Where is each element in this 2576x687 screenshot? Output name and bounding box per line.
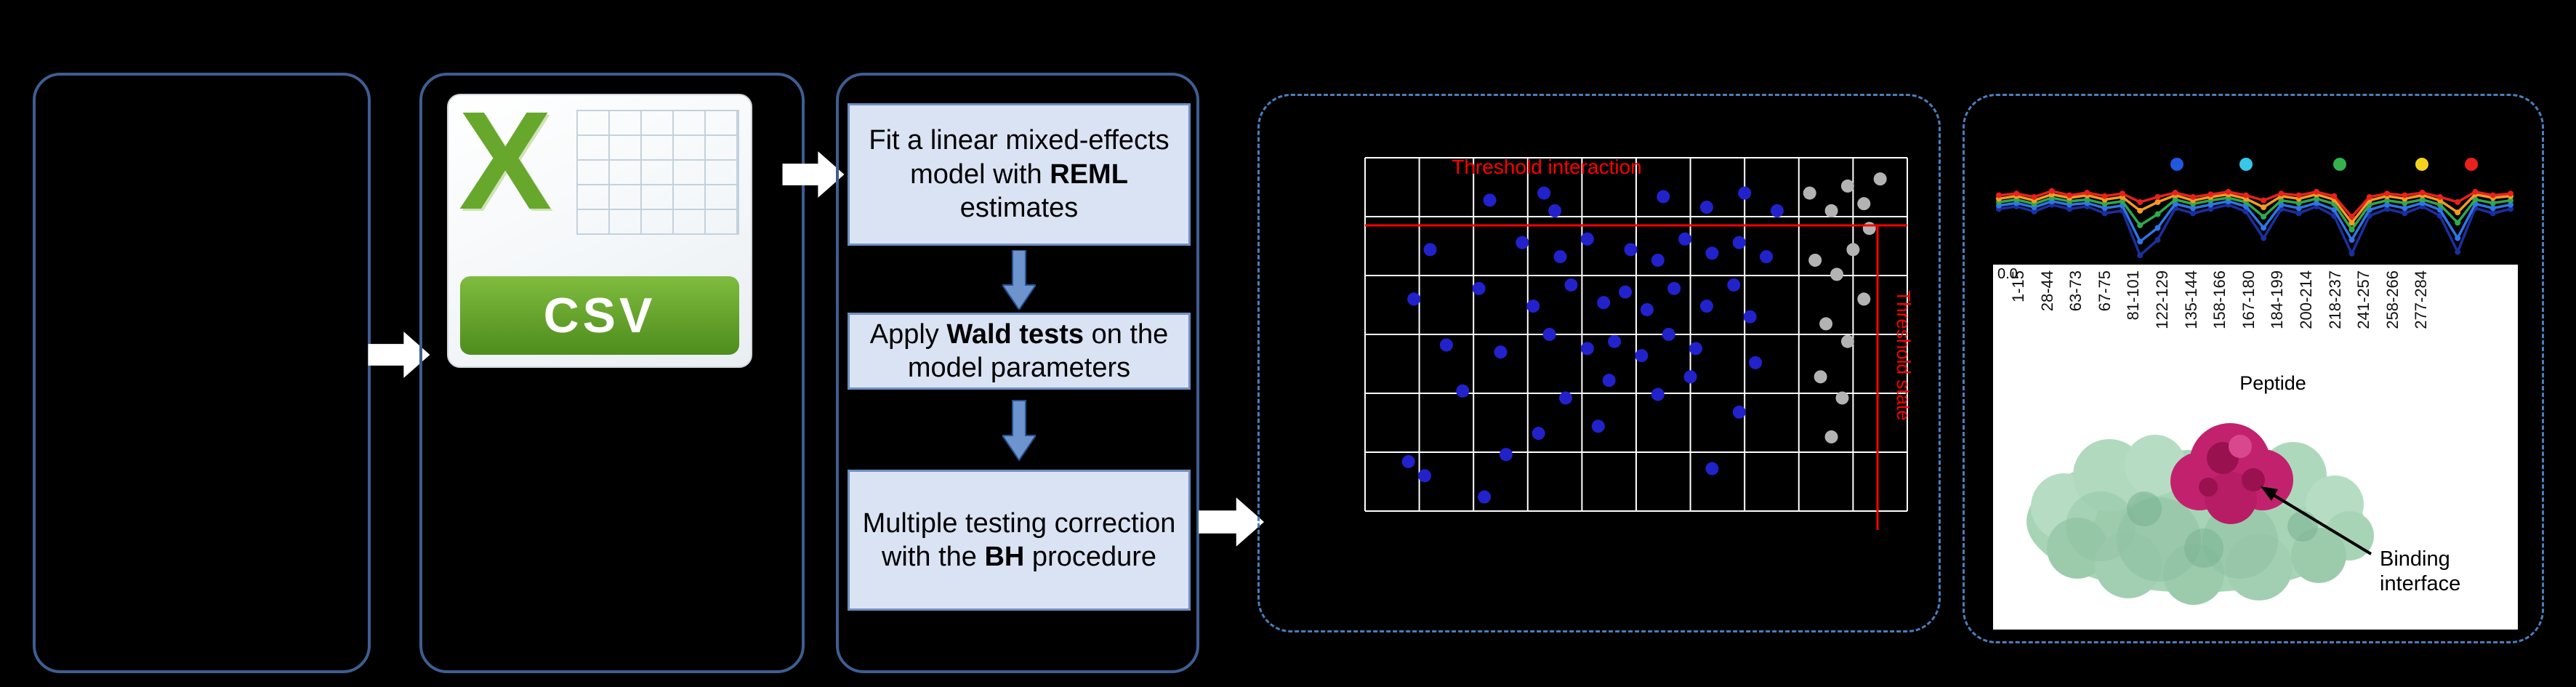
reml-model-text: Fit a linear mixed-effects model with RE… bbox=[860, 124, 1178, 225]
wald-test-text: Apply Wald tests on the model parameters bbox=[860, 318, 1178, 385]
bh-text-pre: Multiple testing correction with the bbox=[862, 507, 1176, 572]
peptide-tick-label: 277-284 bbox=[2412, 270, 2431, 329]
peptide-tick-label: 122-129 bbox=[2153, 270, 2171, 329]
peptide-tick-label: 258-266 bbox=[2383, 270, 2402, 329]
peptide-tick-label: 200-214 bbox=[2297, 270, 2315, 329]
binding-interface-arrow bbox=[2261, 486, 2372, 555]
peptide-tick-label: 67-75 bbox=[2095, 270, 2114, 312]
reml-text-pre: Fit a linear mixed-effects model with bbox=[869, 125, 1170, 190]
wald-text-pre: Apply bbox=[869, 318, 947, 350]
binding-interface-region bbox=[2170, 423, 2293, 524]
binding-interface-label: Binding interface bbox=[2380, 547, 2460, 596]
csv-file-icon: X CSV bbox=[447, 82, 752, 368]
flow-arrow-icon bbox=[782, 151, 845, 198]
down-arrow-icon bbox=[1002, 250, 1036, 310]
peptide-result-card: 0.0 1-15 28-44 63-73 67-75 81-101 122-129 135-… bbox=[1993, 265, 2518, 630]
peptide-tick-label: 135-144 bbox=[2181, 270, 2200, 329]
plot-grid bbox=[1364, 157, 1908, 512]
peptide-tick-label: 167-180 bbox=[2239, 270, 2258, 329]
bh-text-post: procedure bbox=[1024, 542, 1157, 572]
threshold-interaction-label: Threshold interaction bbox=[1452, 156, 1641, 178]
peptide-tick-label: 218-237 bbox=[2325, 270, 2344, 329]
peptide-axis-title: Peptide bbox=[2239, 372, 2306, 394]
wald-test-box: Apply Wald tests on the model parameters bbox=[848, 313, 1191, 390]
peptide-tick-label: 63-73 bbox=[2066, 270, 2085, 312]
csv-panel bbox=[419, 73, 805, 673]
peptide-tick-label: 158-166 bbox=[2210, 270, 2229, 329]
csv-page: X CSV bbox=[447, 82, 752, 368]
binding-label-line1: Binding bbox=[2380, 547, 2450, 571]
reml-text-bold: REML bbox=[1050, 158, 1128, 190]
y-axis-tick: 0.0 bbox=[1997, 266, 2018, 282]
csv-ribbon: CSV bbox=[460, 276, 739, 355]
peptide-tick-label: 184-199 bbox=[2268, 270, 2287, 329]
timepoint-legend-dots bbox=[2170, 158, 2478, 171]
bh-text-bold: BH bbox=[984, 542, 1025, 572]
statistics-panel bbox=[836, 73, 1199, 673]
peptide-tick-label: 28-44 bbox=[2037, 270, 2056, 312]
peptide-tick-label: 81-101 bbox=[2124, 270, 2143, 321]
flow-arrow-icon bbox=[1199, 497, 1264, 547]
threshold-state-label: Threshold state bbox=[1893, 290, 1915, 420]
csv-ribbon-label: CSV bbox=[543, 288, 656, 343]
wald-text-bold: Wald tests bbox=[946, 318, 1084, 350]
binding-label-line2: interface bbox=[2380, 572, 2461, 596]
plot-points bbox=[1401, 172, 1887, 504]
excel-x-logo: X bbox=[459, 82, 552, 238]
peptide-tick-label: 1-15 bbox=[2009, 270, 2027, 303]
uptake-series-lines bbox=[1996, 188, 2513, 259]
protein-structure-image bbox=[2026, 423, 2374, 605]
reml-model-box: Fit a linear mixed-effects model with RE… bbox=[848, 103, 1191, 246]
input-panel bbox=[33, 73, 371, 673]
down-arrow-icon bbox=[1002, 400, 1036, 462]
uptake-line-chart bbox=[1996, 158, 2513, 259]
global-plot-panel bbox=[1257, 94, 1941, 632]
global-significance-plot: Threshold interaction Threshold state bbox=[1364, 156, 1915, 530]
bh-correction-text: Multiple testing correction with the BH … bbox=[860, 507, 1178, 574]
flow-arrow-icon bbox=[368, 332, 430, 378]
output-panel bbox=[1963, 94, 2544, 643]
spreadsheet-grid bbox=[576, 110, 739, 235]
wald-text-post: on the model parameters bbox=[907, 318, 1169, 383]
bh-correction-box: Multiple testing correction with the BH … bbox=[848, 470, 1191, 611]
reml-text-post: estimates bbox=[959, 193, 1079, 224]
peptide-tick-label: 241-257 bbox=[2354, 270, 2373, 329]
